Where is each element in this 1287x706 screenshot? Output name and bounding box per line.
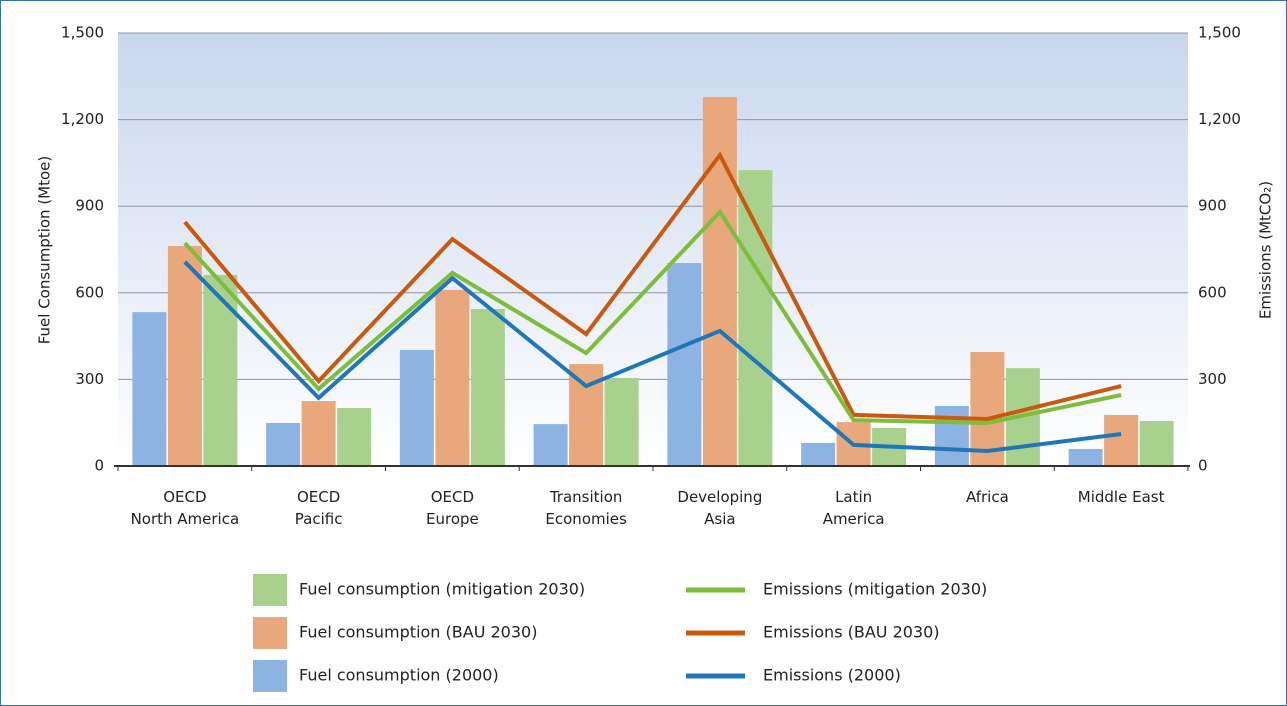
bar bbox=[337, 407, 372, 466]
x-tick-label: Transition Economies bbox=[545, 488, 627, 528]
legend-label: Emissions (BAU 2030) bbox=[763, 623, 940, 642]
legend-label: Fuel consumption (2000) bbox=[299, 666, 499, 685]
bar bbox=[604, 377, 639, 466]
y-tick-label: 1,200 bbox=[61, 110, 104, 128]
y-axis-title: Fuel Consumption (Mtoe) bbox=[36, 156, 54, 345]
bar bbox=[738, 170, 773, 466]
x-tick-label: Africa bbox=[966, 488, 1009, 506]
bar bbox=[533, 424, 568, 466]
x-tick-label: OECD Europe bbox=[426, 488, 479, 528]
y2-tick-label: 900 bbox=[1198, 197, 1227, 215]
bar bbox=[399, 349, 434, 466]
x-tick-label: OECD North America bbox=[131, 488, 240, 528]
bar bbox=[301, 401, 336, 466]
bar bbox=[203, 274, 238, 466]
bar bbox=[266, 422, 301, 466]
y2-tick-label: 600 bbox=[1198, 283, 1227, 301]
bar bbox=[470, 308, 505, 466]
legend-label: Fuel consumption (BAU 2030) bbox=[299, 623, 537, 642]
bar bbox=[435, 289, 470, 466]
legend-swatch bbox=[253, 660, 287, 692]
y2-axis-title: Emissions (MtCO₂) bbox=[1257, 181, 1275, 319]
legend-label: Emissions (mitigation 2030) bbox=[763, 580, 987, 599]
y-tick-label: 0 bbox=[94, 457, 104, 475]
y-tick-label: 300 bbox=[75, 370, 104, 388]
legend-label: Fuel consumption (mitigation 2030) bbox=[299, 580, 585, 599]
bar bbox=[667, 263, 702, 466]
bar bbox=[132, 312, 167, 466]
x-tick-label: Latin America bbox=[823, 488, 885, 528]
bar bbox=[1139, 420, 1174, 466]
x-tick-label: Middle East bbox=[1078, 488, 1165, 506]
y2-tick-label: 0 bbox=[1198, 457, 1208, 475]
legend-label: Emissions (2000) bbox=[763, 666, 901, 685]
bar bbox=[1068, 448, 1103, 466]
y-tick-label: 600 bbox=[75, 283, 104, 301]
x-tick-label: Developing Asia bbox=[677, 488, 762, 528]
line bbox=[183, 151, 1122, 421]
legend-swatch bbox=[253, 574, 287, 606]
bar bbox=[1104, 414, 1139, 466]
x-tick-label: OECD Pacific bbox=[295, 488, 343, 528]
bar bbox=[167, 246, 202, 466]
y-tick-label: 900 bbox=[75, 197, 104, 215]
legend-swatch bbox=[253, 617, 287, 649]
line bbox=[183, 260, 1122, 453]
y2-tick-label: 1,200 bbox=[1198, 110, 1241, 128]
line bbox=[183, 208, 1122, 425]
bar bbox=[970, 351, 1005, 466]
y2-tick-label: 300 bbox=[1198, 370, 1227, 388]
y2-tick-label: 1,500 bbox=[1198, 24, 1241, 42]
bar bbox=[934, 405, 969, 466]
bar bbox=[801, 442, 836, 466]
y-tick-label: 1,500 bbox=[61, 24, 104, 42]
